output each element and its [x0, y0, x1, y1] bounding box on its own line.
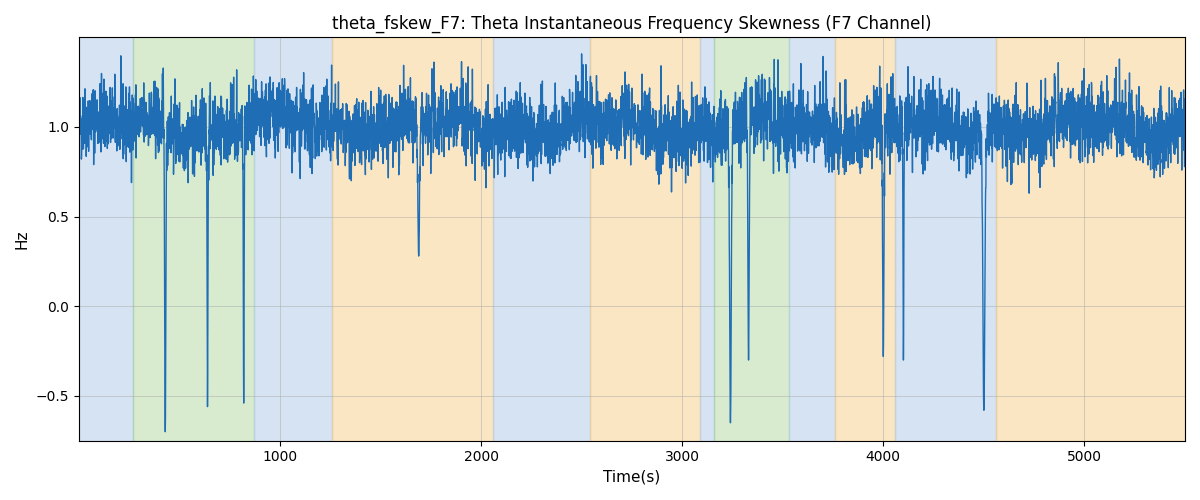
Bar [701, 38, 714, 440]
Bar [332, 38, 493, 440]
Bar [79, 38, 133, 440]
Bar [996, 38, 1186, 440]
Bar [788, 38, 835, 440]
Bar [835, 38, 895, 440]
Bar [589, 38, 701, 440]
Title: theta_fskew_F7: Theta Instantaneous Frequency Skewness (F7 Channel): theta_fskew_F7: Theta Instantaneous Freq… [332, 15, 931, 34]
Bar [493, 38, 589, 440]
Bar [895, 38, 996, 440]
X-axis label: Time(s): Time(s) [604, 470, 660, 485]
Bar [133, 38, 253, 440]
Y-axis label: Hz: Hz [14, 230, 30, 249]
Bar [714, 38, 788, 440]
Bar [253, 38, 332, 440]
